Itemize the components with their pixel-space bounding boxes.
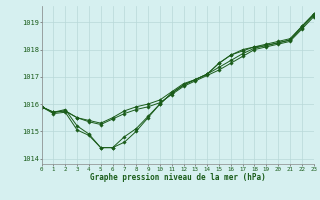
X-axis label: Graphe pression niveau de la mer (hPa): Graphe pression niveau de la mer (hPa) <box>90 173 266 182</box>
